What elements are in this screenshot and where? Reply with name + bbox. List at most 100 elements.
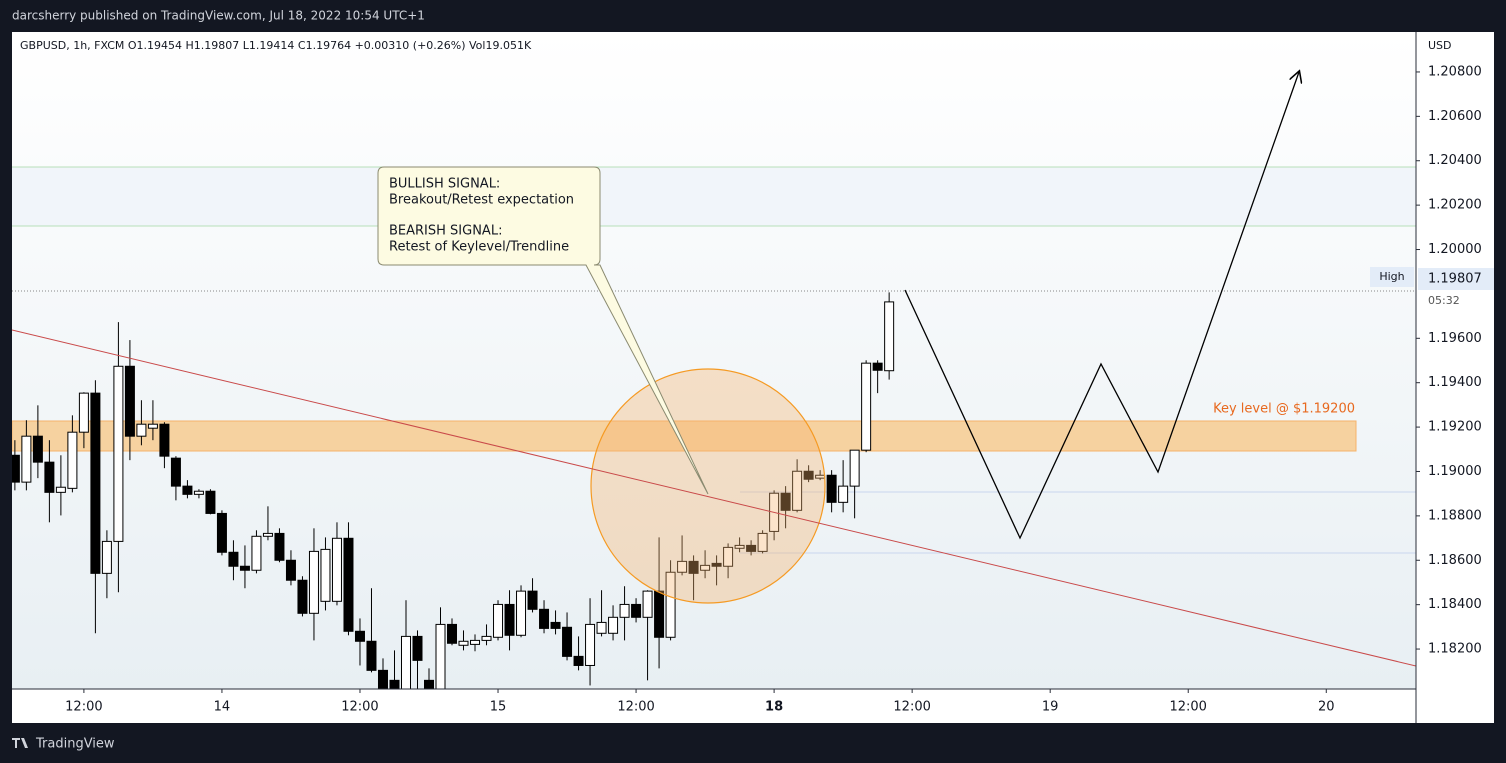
drawings	[12, 166, 1416, 554]
candle-body	[838, 485, 849, 503]
highlight-circle	[590, 368, 826, 604]
y-tick-label: 1.19600	[1428, 331, 1482, 346]
y-tick-label: 1.18400	[1428, 597, 1482, 612]
y-tick-label: 1.20800	[1428, 64, 1482, 79]
x-tick-label: 19	[1042, 700, 1059, 715]
y-tick-label: 1.19000	[1428, 464, 1482, 479]
candle-body	[182, 485, 193, 495]
candle-body	[849, 449, 860, 487]
candle-body	[320, 548, 331, 602]
high-tag	[1370, 267, 1414, 287]
candle-body	[147, 423, 158, 429]
candle-body	[12, 454, 20, 483]
footer: TradingView	[35, 737, 115, 752]
candle-body	[124, 365, 135, 437]
x-tick-label: 12:00	[1169, 700, 1206, 715]
candle-body	[354, 630, 365, 642]
plot-area	[12, 32, 1416, 689]
x-tick-label: 20	[1318, 700, 1335, 715]
candle-body	[216, 512, 227, 553]
candle-body	[251, 535, 262, 571]
candle-body	[608, 616, 619, 634]
x-tick-label: 12:00	[65, 700, 102, 715]
candle-body	[884, 301, 895, 372]
candle-body	[562, 626, 573, 657]
y-tick-label: 1.19200	[1428, 420, 1482, 435]
candle-body	[113, 365, 124, 542]
candle-body	[585, 623, 596, 666]
header: darcsherry published on TradingView.com,…	[12, 9, 425, 23]
y-tick-label: 1.18800	[1428, 508, 1482, 523]
candle-body	[67, 431, 78, 489]
candle-body	[550, 621, 561, 629]
candle-body	[400, 635, 411, 689]
high-price-label: 1.19807	[1428, 272, 1482, 287]
candle-body	[757, 532, 768, 552]
candle-body	[366, 640, 377, 671]
candles	[12, 292, 895, 689]
candle-body	[723, 546, 734, 567]
candle-body	[470, 639, 481, 645]
trendline	[12, 329, 1416, 667]
candle-body	[424, 679, 435, 689]
callout-line: Breakout/Retest expectation	[389, 193, 574, 208]
candle-body	[193, 490, 204, 495]
candle-body	[746, 544, 757, 552]
candle-body	[493, 603, 504, 638]
candle-body	[619, 603, 630, 618]
y-tick-label: 1.20000	[1428, 242, 1482, 257]
candle-body	[377, 669, 388, 689]
candle-body	[205, 490, 216, 514]
zone	[12, 167, 1416, 226]
candle-body	[170, 457, 181, 487]
candle-body	[516, 590, 527, 636]
candle-body	[136, 423, 147, 437]
candle-body	[573, 655, 584, 666]
candle-body	[239, 565, 250, 571]
y-tick-label: 1.18200	[1428, 642, 1482, 657]
candle-body	[803, 470, 814, 480]
x-tick-label: 12:00	[341, 700, 378, 715]
candle-body	[539, 608, 550, 629]
candle-body	[44, 461, 55, 493]
candle-body	[734, 544, 745, 549]
overlays	[12, 72, 1416, 667]
callout-line: BULLISH SIGNAL:	[389, 177, 500, 192]
high-label: High	[1379, 270, 1404, 283]
x-tick-label: 14	[214, 700, 231, 715]
candle-body	[631, 603, 642, 618]
candle-body	[55, 486, 66, 493]
candle-body	[228, 551, 239, 567]
candle-body	[297, 579, 308, 614]
key-level-label: Key level @ $1.19200	[1213, 402, 1355, 417]
candle-body	[285, 559, 296, 581]
candle-body	[780, 492, 791, 511]
candle-body	[435, 623, 446, 689]
candle-body	[389, 679, 400, 689]
candle-body	[642, 590, 653, 618]
x-tick-label: 12:00	[893, 700, 930, 715]
candle-body	[412, 635, 423, 661]
candle-body	[308, 550, 319, 614]
symbol-legend: GBPUSD, 1h, FXCM O1.19454 H1.19807 L1.19…	[20, 39, 532, 52]
candle-body	[262, 532, 273, 537]
candle-body	[90, 392, 101, 574]
candle-body	[654, 590, 665, 638]
callout	[377, 166, 709, 495]
candle-body	[872, 362, 883, 371]
candle-body	[21, 435, 32, 483]
callout-line: Retest of Keylevel/Trendline	[389, 240, 569, 255]
y-axis-label: USD	[1428, 39, 1452, 52]
x-tick-label: 18	[765, 700, 783, 715]
candle-body	[331, 537, 342, 602]
y-tick-label: 1.20600	[1428, 109, 1482, 124]
candle-body	[700, 564, 711, 571]
candle-body	[481, 635, 492, 641]
candle-body	[688, 560, 699, 574]
candle-body	[711, 562, 722, 567]
candle-body	[274, 532, 285, 561]
candle-body	[78, 392, 89, 433]
y-tick-label: 1.18600	[1428, 553, 1482, 568]
